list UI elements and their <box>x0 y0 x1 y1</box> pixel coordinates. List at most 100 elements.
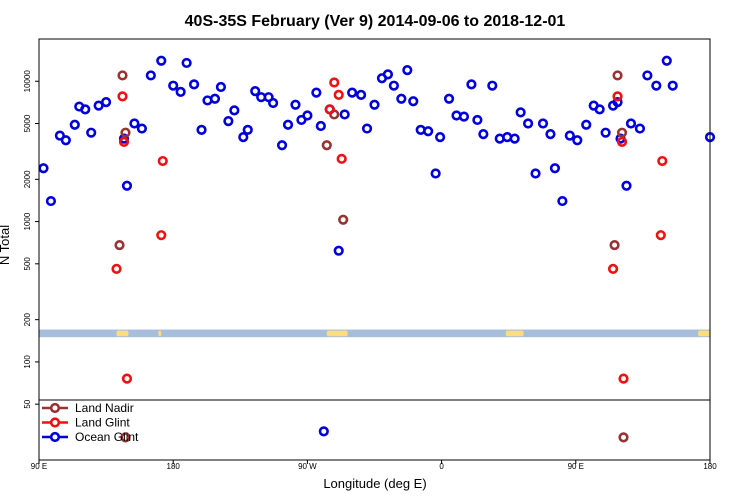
data-point <box>667 80 678 91</box>
data-point <box>336 153 347 164</box>
data-points <box>38 55 716 443</box>
data-point <box>333 89 344 100</box>
data-point <box>136 123 147 134</box>
data-point <box>276 140 288 151</box>
data-point <box>268 97 279 109</box>
data-point <box>156 230 167 241</box>
data-point <box>80 104 91 115</box>
data-point <box>515 107 526 118</box>
data-point <box>609 239 620 251</box>
y-tick-label: 5000 <box>23 114 32 132</box>
data-point <box>156 55 167 66</box>
data-point <box>549 163 561 174</box>
data-point <box>100 97 112 108</box>
chart-title: 40S-35S February (Ver 9) 2014-09-06 to 2… <box>185 13 566 30</box>
data-point <box>324 104 335 115</box>
data-point <box>250 86 261 97</box>
data-point <box>600 127 611 138</box>
data-point <box>618 373 629 384</box>
legend-marker <box>49 431 61 443</box>
plot-frame <box>38 38 711 461</box>
data-point <box>458 111 470 122</box>
data-point <box>282 119 294 130</box>
legend-label: Ocean Glint <box>75 430 139 444</box>
data-point <box>472 114 483 126</box>
y-tick-label: 1000 <box>23 212 32 230</box>
map-land-patch <box>158 330 162 337</box>
data-point <box>621 180 632 191</box>
data-point <box>333 245 344 256</box>
x-tick-label: 90 E <box>31 462 47 471</box>
data-point <box>443 93 455 104</box>
data-point <box>321 140 332 151</box>
map-land-patch <box>116 330 129 337</box>
data-point <box>388 80 399 91</box>
data-point <box>121 180 133 191</box>
data-point <box>466 79 477 90</box>
data-point <box>616 136 628 147</box>
data-point <box>145 70 156 81</box>
data-point <box>329 77 340 88</box>
data-point <box>423 126 434 137</box>
y-axis-ticks: 50 100 200 500 1000 2000 5000 10000 <box>23 70 39 409</box>
data-point <box>120 432 131 443</box>
x-tick-label: 180 <box>167 462 181 471</box>
data-point <box>196 124 207 136</box>
data-point <box>69 119 80 130</box>
data-point <box>311 87 322 98</box>
data-point <box>188 79 200 90</box>
data-point <box>594 104 605 115</box>
y-tick-label: 100 <box>23 355 32 369</box>
data-point <box>612 91 623 102</box>
data-point <box>229 105 240 116</box>
legend-marker <box>49 402 61 414</box>
data-point <box>129 118 140 129</box>
data-point <box>238 131 249 143</box>
data-point <box>651 80 662 91</box>
data-point <box>175 86 186 97</box>
data-point <box>509 133 520 144</box>
map-land-patch <box>505 330 524 337</box>
x-tick-label: 90 W <box>298 462 317 471</box>
data-point <box>618 432 629 443</box>
x-tick-label: 180 <box>703 462 717 471</box>
x-tick-label: 90 E <box>568 462 584 471</box>
data-point <box>209 93 221 104</box>
data-point <box>181 57 192 69</box>
x-tick-label: 0 <box>439 462 444 471</box>
data-point <box>634 123 646 134</box>
map-land-patch <box>326 330 348 337</box>
data-point <box>338 214 349 225</box>
data-point <box>54 130 65 141</box>
map-land-patch <box>698 330 710 337</box>
data-point <box>487 80 498 91</box>
data-point <box>242 124 253 136</box>
data-point <box>45 195 57 207</box>
map-strip <box>39 329 710 338</box>
data-point <box>290 99 301 110</box>
series-ocean-glint <box>38 55 716 437</box>
data-point <box>564 130 575 141</box>
data-point <box>402 65 413 76</box>
data-point <box>382 69 394 80</box>
data-point <box>430 168 441 179</box>
data-point <box>408 96 419 107</box>
data-point <box>522 118 534 129</box>
y-tick-label: 50 <box>23 399 32 408</box>
y-tick-label: 2000 <box>23 170 32 188</box>
data-point <box>86 127 97 138</box>
data-point <box>223 115 234 127</box>
data-point <box>114 239 125 251</box>
data-point <box>557 195 568 207</box>
data-point <box>355 89 367 100</box>
x-axis-ticks: 90 E 180 90 W 0 90 E 180 <box>31 460 717 471</box>
data-point <box>612 70 623 81</box>
data-point <box>642 70 653 81</box>
data-point <box>315 120 326 132</box>
data-point <box>530 168 541 179</box>
legend-marker <box>49 417 61 428</box>
data-point <box>396 93 407 104</box>
data-point <box>157 155 168 167</box>
